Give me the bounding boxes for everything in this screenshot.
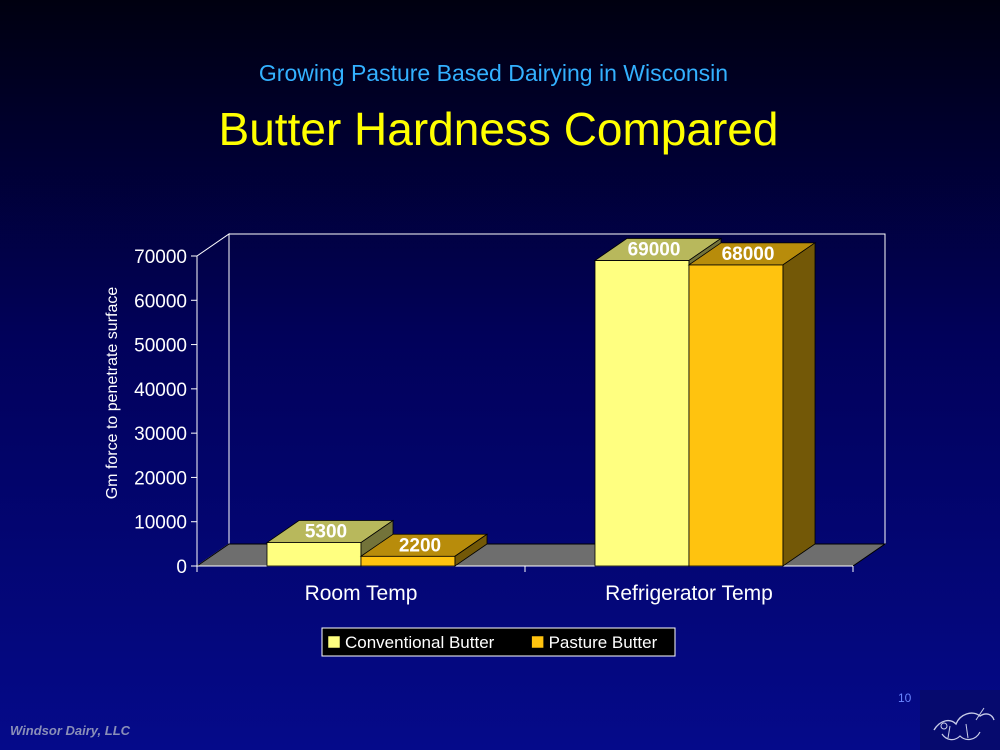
- bar: [266, 542, 362, 567]
- bar: [360, 555, 456, 567]
- slide-subtitle: Growing Pasture Based Dairying in Wiscon…: [258, 60, 729, 86]
- legend-swatch: [531, 635, 544, 649]
- legend-label: Conventional Butter: [345, 633, 495, 652]
- dairy-logo-icon: [920, 690, 1000, 750]
- y-tick-label: 30000: [134, 424, 187, 445]
- bar: [688, 264, 784, 567]
- company-name: Windsor Dairy, LLC: [10, 723, 131, 738]
- y-tick-label: 20000: [134, 468, 187, 489]
- y-axis-label: Gm force to penetrate surface: [104, 287, 121, 500]
- y-tick-label: 0: [176, 557, 187, 578]
- bar-side: [454, 533, 488, 567]
- y-tick-label: 10000: [134, 513, 187, 534]
- data-label: 69000: [628, 239, 681, 260]
- legend-swatch: [327, 635, 341, 649]
- data-label: 5300: [305, 522, 347, 543]
- y-tick-label: 40000: [134, 380, 187, 401]
- bar-side: [782, 242, 816, 567]
- y-tick-label: 60000: [134, 291, 187, 312]
- y-tick-label: 50000: [134, 336, 187, 357]
- legend: [321, 627, 676, 657]
- data-label: 2200: [399, 535, 441, 556]
- legend-label: Pasture Butter: [549, 633, 658, 652]
- slide-title: Butter Hardness Compared: [218, 103, 779, 155]
- bar: [594, 260, 690, 567]
- x-tick-label: Refrigerator Temp: [605, 582, 773, 605]
- page-number: 10: [898, 691, 912, 705]
- chart-side-wall: [196, 233, 230, 567]
- data-label: 68000: [722, 244, 775, 265]
- x-tick-label: Room Temp: [305, 582, 418, 605]
- y-tick-label: 70000: [134, 247, 187, 268]
